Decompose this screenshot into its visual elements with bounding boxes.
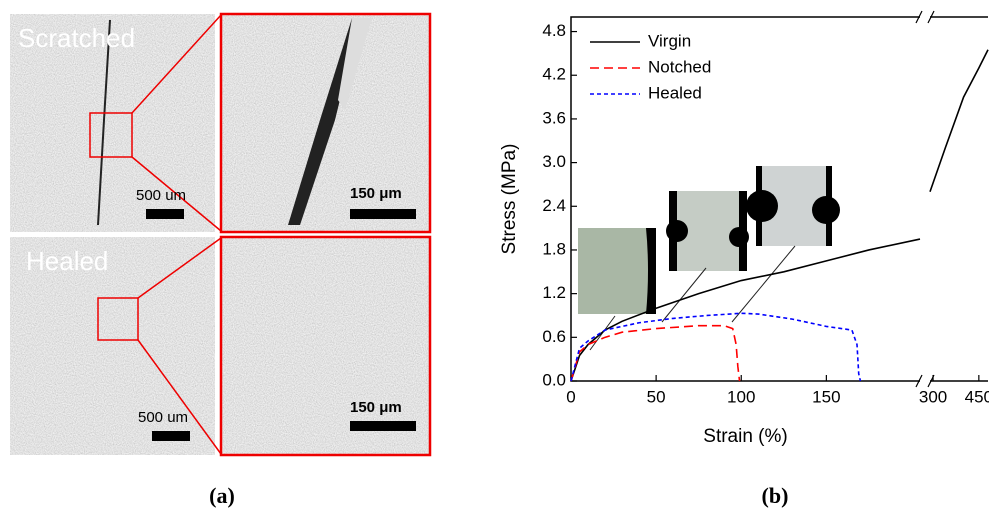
x-tick-label: 50	[647, 387, 666, 406]
y-tick-label: 4.2	[542, 65, 566, 84]
y-tick-label: 2.4	[542, 196, 566, 215]
inset-shape	[746, 190, 778, 222]
x-tick-label: 100	[727, 387, 755, 406]
scale-bars	[146, 209, 416, 441]
x-tick-label: 450	[965, 387, 989, 406]
y-tick-label: 1.8	[542, 239, 566, 258]
sem-image	[10, 14, 215, 232]
sem-image	[221, 237, 430, 455]
panel-label: Healed	[26, 246, 108, 276]
inset-photo	[578, 228, 656, 314]
caption: (a)	[209, 483, 235, 508]
data-line	[929, 49, 989, 192]
x-tick-label: 0	[566, 387, 575, 406]
sem-images: Scratched 500 um 150 μm Healed 500 um 15…	[10, 12, 432, 457]
y-tick-label: 0.0	[542, 370, 566, 389]
inset-shape	[646, 228, 656, 314]
inset-shape	[666, 220, 688, 242]
caption: (b)	[762, 483, 789, 508]
y-tick-label: 1.2	[542, 283, 566, 302]
inset-shape	[812, 196, 840, 224]
sem-image	[10, 237, 215, 455]
x-tick-label: 150	[812, 387, 840, 406]
y-tick-label: 4.8	[542, 21, 566, 40]
zoom-markers	[89, 12, 432, 457]
x-axis-label: Strain (%)	[703, 426, 787, 447]
legend-label: Healed	[648, 83, 702, 102]
scratch	[97, 19, 111, 226]
axis-break	[915, 374, 935, 388]
y-tick-label: 3.6	[542, 108, 566, 127]
legend-label: Notched	[648, 57, 711, 76]
legend-label: Virgin	[648, 31, 691, 50]
axis-break	[915, 10, 935, 24]
scratch-edge	[338, 18, 372, 110]
scale-label: 150 μm	[350, 185, 402, 202]
data-line	[570, 312, 862, 382]
scratch-zoom	[288, 18, 360, 225]
inset-shape	[729, 227, 749, 247]
x-tick-label: 300	[919, 387, 947, 406]
panel-label: Scratched	[18, 23, 135, 53]
y-tick-label: 0.6	[542, 327, 566, 346]
data-line	[570, 238, 921, 382]
data-line	[570, 324, 741, 382]
y-axis-label: Stress (MPa)	[499, 144, 520, 255]
scale-label: 500 um	[138, 409, 188, 426]
image-labels: Scratched 500 um 150 μm Healed 500 um 15…	[18, 23, 402, 426]
insets	[578, 166, 840, 351]
y-tick-label: 3.0	[542, 152, 566, 171]
scale-label: 150 μm	[350, 399, 402, 416]
scale-label: 500 um	[136, 187, 186, 204]
